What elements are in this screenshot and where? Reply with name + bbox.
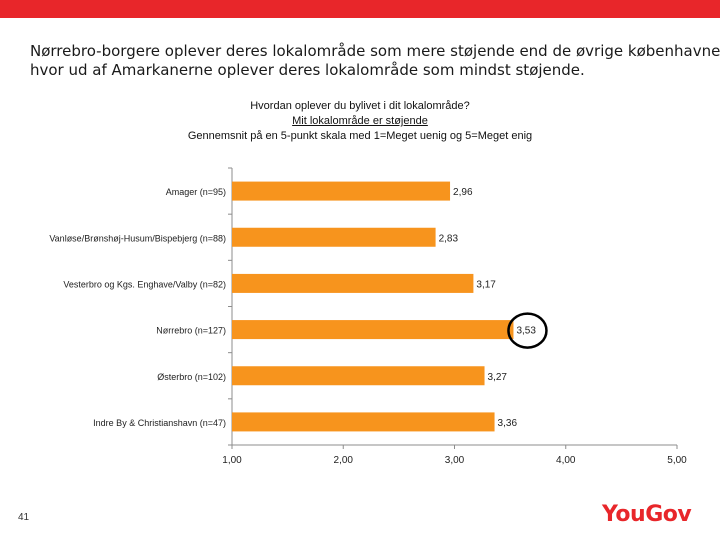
x-tick-label: 2,00: [334, 455, 354, 466]
data-label: 2,83: [439, 233, 459, 244]
yougov-logo: YouGov: [602, 502, 692, 527]
data-label: 3,53: [516, 326, 536, 337]
data-label: 3,17: [476, 279, 496, 290]
chart-title-scale-note: Gennemsnit på en 5-punkt skala med 1=Meg…: [187, 130, 533, 142]
category-label: Østerbro (n=102): [157, 372, 226, 382]
bar: [232, 227, 436, 247]
x-tick-label: 4,00: [556, 455, 576, 466]
chart-title-question: Hvordan oplever du bylivet i dit lokalom…: [250, 100, 470, 112]
data-label: 3,27: [488, 372, 508, 383]
category-label: Vesterbro og Kgs. Enghave/Valby (n=82): [63, 279, 226, 289]
category-label: Nørrebro (n=127): [156, 326, 226, 336]
x-tick-label: 5,00: [667, 455, 687, 466]
bar: [232, 412, 495, 432]
x-tick-label: 3,00: [445, 455, 465, 466]
bar: [232, 181, 451, 201]
data-label: 2,96: [453, 187, 473, 198]
chart-title-statement: Mit lokalområde er støjende: [292, 115, 428, 127]
bar: [232, 320, 514, 340]
bar: [232, 366, 485, 386]
category-label: Indre By & Christianshavn (n=47): [93, 418, 226, 428]
x-tick-label: 1,00: [222, 455, 242, 466]
brand-top-bar: [0, 0, 720, 18]
category-label: Amager (n=95): [166, 187, 226, 197]
bar: [232, 273, 474, 293]
chart-title: Hvordan oplever du bylivet i dit lokalom…: [0, 99, 720, 144]
category-label: Vanløse/Brønshøj-Husum/Bispebjerg (n=88): [49, 233, 226, 243]
headline-line-1: Nørrebro-borgere oplever deres lokalområ…: [30, 42, 720, 60]
data-label: 3,36: [498, 418, 518, 429]
page-number: 41: [18, 512, 30, 523]
slide-headline: Nørrebro-borgere oplever deres lokalområ…: [30, 42, 720, 80]
highlight-circle: [507, 312, 548, 349]
headline-line-2: hvor ud af Amarkanerne oplever deres lok…: [30, 61, 585, 79]
